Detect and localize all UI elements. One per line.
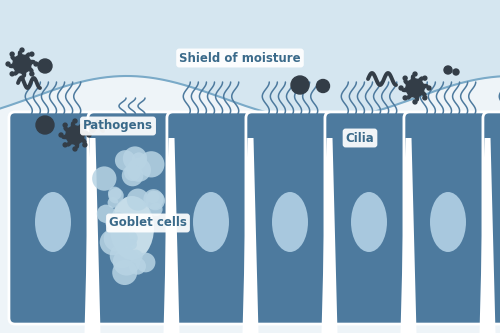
Circle shape bbox=[403, 76, 407, 80]
Polygon shape bbox=[84, 138, 100, 333]
Circle shape bbox=[63, 123, 67, 127]
Ellipse shape bbox=[108, 188, 124, 203]
Ellipse shape bbox=[132, 152, 146, 166]
Circle shape bbox=[399, 86, 403, 90]
Circle shape bbox=[423, 76, 427, 80]
Ellipse shape bbox=[127, 158, 151, 182]
Ellipse shape bbox=[272, 192, 308, 252]
Circle shape bbox=[427, 86, 431, 90]
FancyBboxPatch shape bbox=[88, 112, 176, 324]
Ellipse shape bbox=[108, 197, 118, 208]
FancyBboxPatch shape bbox=[325, 112, 413, 324]
Circle shape bbox=[444, 66, 452, 74]
Circle shape bbox=[413, 72, 417, 76]
Polygon shape bbox=[402, 75, 428, 101]
Ellipse shape bbox=[100, 229, 126, 255]
Ellipse shape bbox=[108, 212, 128, 231]
Circle shape bbox=[20, 76, 24, 80]
Ellipse shape bbox=[129, 258, 146, 275]
FancyBboxPatch shape bbox=[9, 112, 97, 324]
Ellipse shape bbox=[146, 191, 165, 210]
Ellipse shape bbox=[97, 204, 115, 223]
FancyBboxPatch shape bbox=[483, 112, 500, 324]
Circle shape bbox=[83, 143, 87, 147]
Ellipse shape bbox=[113, 248, 140, 276]
Ellipse shape bbox=[129, 249, 142, 263]
Circle shape bbox=[316, 80, 330, 93]
Text: Cilia: Cilia bbox=[346, 132, 374, 145]
Circle shape bbox=[20, 48, 24, 52]
Ellipse shape bbox=[123, 147, 147, 170]
Ellipse shape bbox=[127, 188, 149, 211]
Ellipse shape bbox=[150, 203, 162, 216]
Ellipse shape bbox=[115, 150, 136, 171]
Ellipse shape bbox=[122, 231, 138, 246]
Ellipse shape bbox=[144, 189, 164, 209]
Polygon shape bbox=[242, 138, 258, 333]
Circle shape bbox=[73, 147, 77, 151]
Ellipse shape bbox=[138, 151, 164, 177]
Circle shape bbox=[59, 133, 63, 137]
Circle shape bbox=[453, 69, 459, 75]
FancyBboxPatch shape bbox=[404, 112, 492, 324]
Circle shape bbox=[112, 123, 119, 130]
Circle shape bbox=[291, 76, 309, 94]
Circle shape bbox=[423, 96, 427, 100]
Ellipse shape bbox=[35, 192, 71, 252]
Polygon shape bbox=[322, 138, 338, 333]
Ellipse shape bbox=[193, 192, 229, 252]
Ellipse shape bbox=[124, 165, 140, 181]
Ellipse shape bbox=[136, 253, 156, 272]
Circle shape bbox=[36, 116, 54, 134]
Text: Pathogens: Pathogens bbox=[83, 120, 153, 133]
Circle shape bbox=[38, 59, 52, 73]
Polygon shape bbox=[9, 51, 35, 77]
Polygon shape bbox=[62, 122, 88, 148]
Ellipse shape bbox=[92, 166, 116, 191]
Circle shape bbox=[10, 72, 14, 76]
Circle shape bbox=[30, 72, 34, 76]
Circle shape bbox=[83, 123, 87, 127]
Ellipse shape bbox=[104, 226, 130, 251]
Ellipse shape bbox=[118, 218, 132, 233]
Circle shape bbox=[102, 118, 112, 128]
Circle shape bbox=[34, 62, 38, 66]
Ellipse shape bbox=[110, 196, 154, 260]
Circle shape bbox=[63, 143, 67, 147]
Circle shape bbox=[413, 100, 417, 104]
Text: Goblet cells: Goblet cells bbox=[109, 216, 187, 229]
Ellipse shape bbox=[122, 165, 144, 186]
Ellipse shape bbox=[106, 215, 120, 229]
Ellipse shape bbox=[112, 260, 137, 285]
FancyBboxPatch shape bbox=[246, 112, 334, 324]
Circle shape bbox=[30, 52, 34, 56]
Text: Shield of moisture: Shield of moisture bbox=[179, 52, 301, 65]
Ellipse shape bbox=[110, 243, 134, 268]
Polygon shape bbox=[480, 138, 496, 333]
Ellipse shape bbox=[351, 192, 387, 252]
Ellipse shape bbox=[430, 192, 466, 252]
Circle shape bbox=[10, 52, 14, 56]
Circle shape bbox=[87, 133, 91, 137]
Circle shape bbox=[403, 96, 407, 100]
Ellipse shape bbox=[147, 191, 159, 203]
Polygon shape bbox=[400, 138, 416, 333]
Circle shape bbox=[73, 119, 77, 123]
Polygon shape bbox=[164, 138, 180, 333]
FancyBboxPatch shape bbox=[167, 112, 255, 324]
Ellipse shape bbox=[126, 239, 137, 250]
Ellipse shape bbox=[108, 186, 122, 200]
Circle shape bbox=[6, 62, 10, 66]
